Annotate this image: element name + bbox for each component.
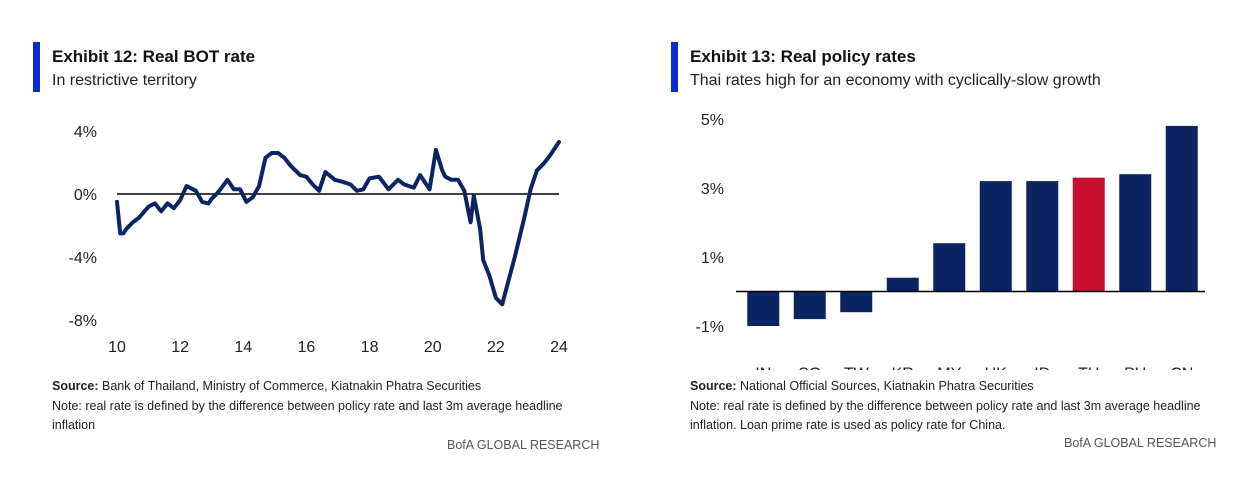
left-source: Source: Bank of Thailand, Ministry of Co…	[52, 377, 481, 396]
y-tick-label: -8%	[69, 313, 97, 330]
x-tick-label: IN	[755, 365, 771, 370]
y-tick-label: 4%	[74, 124, 97, 141]
right-chart-subtitle: Thai rates high for an economy with cycl…	[690, 72, 1101, 89]
right-note-line-2: inflation. Loan prime rate is used as po…	[690, 418, 1006, 432]
bar-id	[1026, 181, 1059, 292]
x-tick-label: KR	[892, 365, 914, 370]
left-brand: BofA GLOBAL RESEARCH	[447, 438, 600, 452]
y-tick-label: 3%	[701, 181, 724, 198]
bar-th	[1072, 177, 1105, 292]
bar-my	[933, 243, 966, 292]
right-source-text: National Official Sources, Kiatnakin Pha…	[736, 379, 1034, 393]
y-tick-label: 5%	[701, 112, 724, 129]
x-tick-label: SG	[798, 365, 821, 370]
right-note-line-1: Note: real rate is defined by the differ…	[690, 399, 1201, 413]
bar-in	[747, 291, 780, 326]
x-tick-label: MY	[937, 365, 961, 370]
x-tick-label: HK	[985, 365, 1008, 370]
left-note-line-2: inflation	[52, 418, 96, 432]
x-tick-label: 10	[108, 339, 126, 356]
x-tick-label: ID	[1034, 365, 1050, 370]
bar-kr	[886, 277, 919, 292]
y-tick-label: 1%	[701, 250, 724, 267]
x-tick-label: 14	[234, 339, 252, 356]
left-accent-bar	[33, 42, 40, 92]
x-tick-label: TW	[844, 365, 870, 370]
bar-chart: 5% 3% 1% -1% IN SG TW KR MY HK ID TH PH CN	[696, 112, 1205, 370]
left-note: Note: real rate is defined by the differ…	[52, 397, 612, 435]
exhibit-12-panel: Exhibit 12: Real BOT rate In restrictive…	[0, 0, 620, 479]
left-source-label: Source:	[52, 379, 99, 393]
left-chart-title: Exhibit 12: Real BOT rate	[52, 47, 256, 66]
right-brand: BofA GLOBAL RESEARCH	[1064, 436, 1217, 450]
x-tick-label: CN	[1170, 365, 1193, 370]
x-tick-label: 20	[424, 339, 442, 356]
y-tick-label: -1%	[696, 319, 724, 336]
left-note-line-1: Note: real rate is defined by the differ…	[52, 399, 563, 413]
x-tick-label: 16	[298, 339, 316, 356]
right-accent-bar	[671, 42, 678, 92]
x-tick-label: PH	[1124, 365, 1146, 370]
bar-cn	[1165, 125, 1198, 292]
line-chart: 4% 0% -4% -8% 10 12 14 16 18 20 22 24	[69, 124, 568, 356]
x-tick-label: 22	[487, 339, 505, 356]
right-source-label: Source:	[690, 379, 737, 393]
x-tick-label: TH	[1078, 365, 1099, 370]
y-tick-label: 0%	[74, 187, 97, 204]
bar-hk	[979, 181, 1012, 292]
left-source-text: Bank of Thailand, Ministry of Commerce, …	[98, 379, 482, 393]
right-chart-title: Exhibit 13: Real policy rates	[690, 47, 916, 66]
x-tick-label: 18	[361, 339, 379, 356]
left-chart-subtitle: In restrictive territory	[52, 72, 197, 89]
exhibit-13-panel: Exhibit 13: Real policy rates Thai rates…	[640, 0, 1260, 479]
right-note: Note: real rate is defined by the differ…	[690, 397, 1255, 435]
x-tick-label: 12	[171, 339, 189, 356]
bar-ph	[1119, 174, 1152, 292]
bar-sg	[793, 291, 826, 320]
bar-tw	[840, 291, 873, 313]
series-line-real-bot-rate	[115, 140, 561, 307]
x-tick-label: 24	[550, 339, 568, 356]
right-source: Source: National Official Sources, Kiatn…	[690, 377, 1034, 396]
y-tick-label: -4%	[69, 250, 97, 267]
